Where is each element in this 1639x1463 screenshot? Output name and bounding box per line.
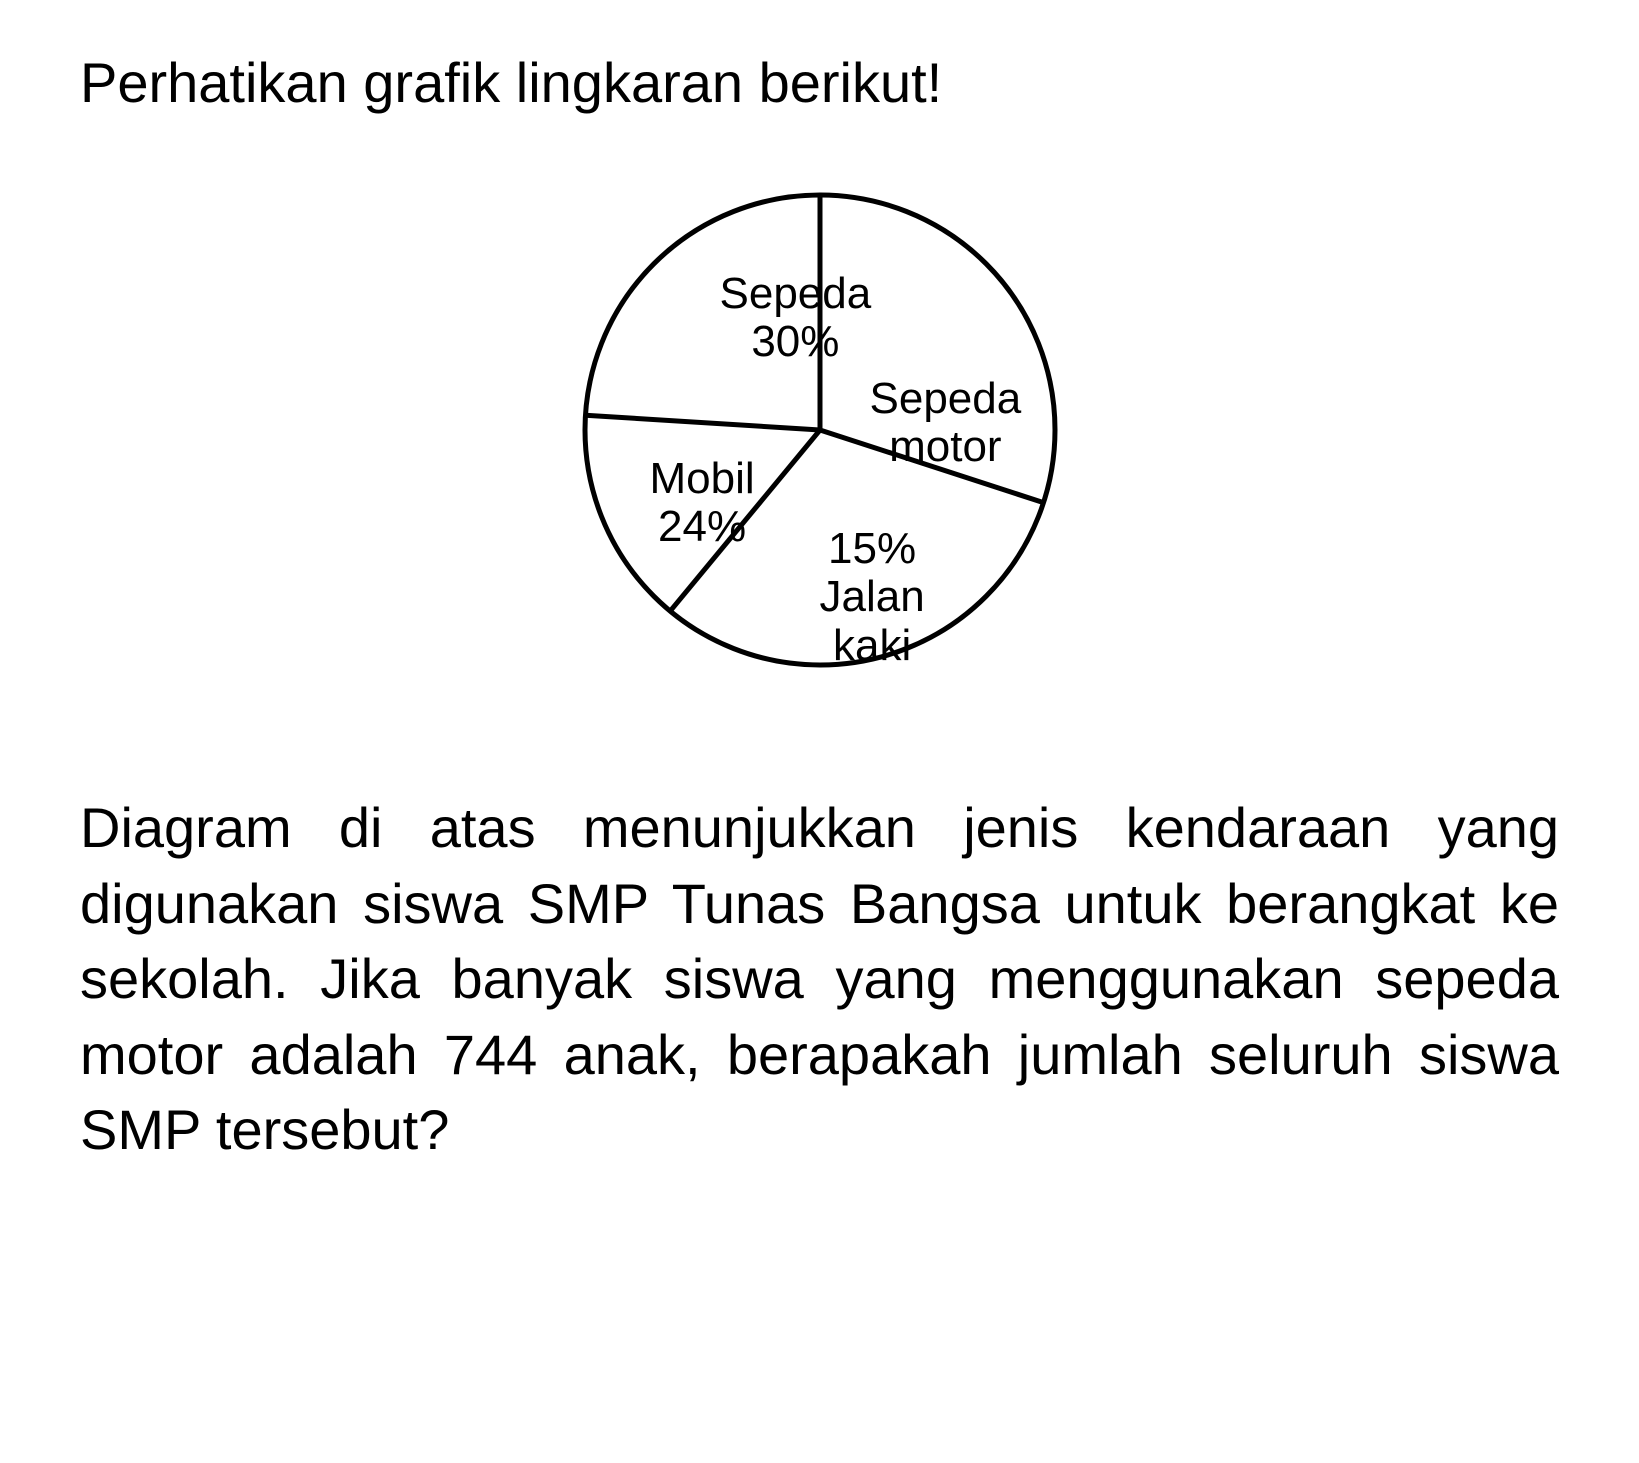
chart-container: Sepeda30%Sepedamotor 15%Jalankaki Mobil24% [80,165,1559,740]
slice-label: Mobil24% [650,455,755,552]
slice-label: Sepeda30% [720,270,872,367]
slice-label: 15%Jalankaki [820,525,925,670]
pie-chart: Sepeda30%Sepedamotor 15%Jalankaki Mobil24% [540,165,1100,740]
description-text: Diagram di atas menunjukkan jenis kendar… [80,790,1559,1168]
page-title: Perhatikan grafik lingkaran berikut! [80,50,1559,115]
slice-label: Sepedamotor [870,375,1022,472]
